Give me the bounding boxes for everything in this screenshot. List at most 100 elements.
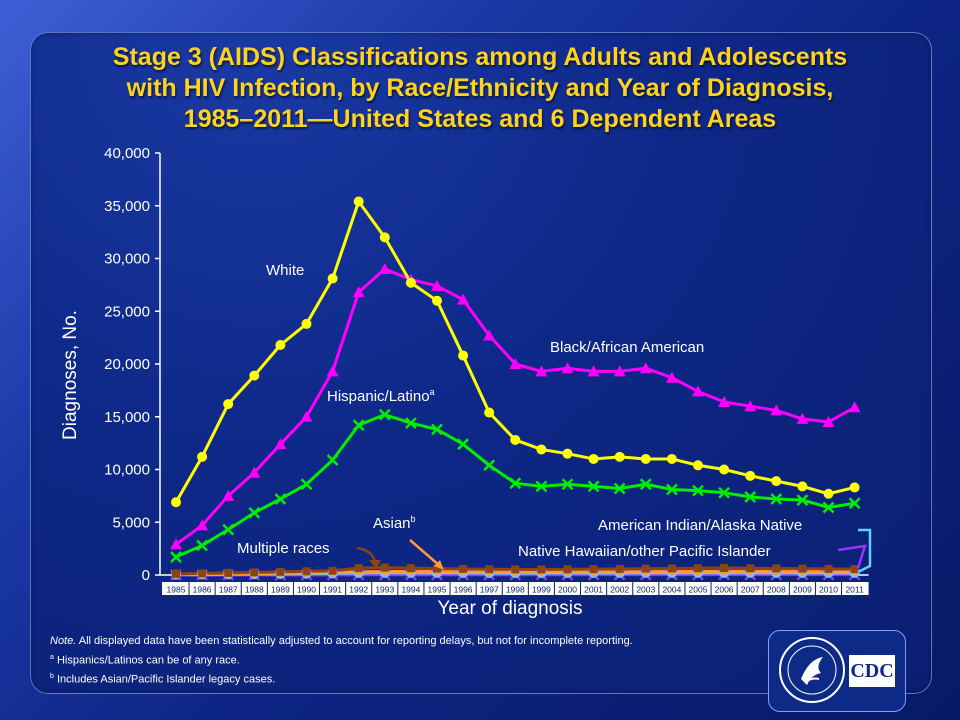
data-point-multiple bbox=[667, 564, 676, 573]
x-tick-label: 2008 bbox=[767, 585, 786, 595]
y-tick-label: 10,000 bbox=[104, 462, 150, 479]
footnote-b-mark: b bbox=[50, 672, 54, 680]
data-point-black bbox=[613, 365, 626, 377]
x-tick-label: 1997 bbox=[480, 585, 499, 595]
data-point-white bbox=[614, 451, 625, 462]
data-point-multiple bbox=[354, 564, 363, 573]
label-nhopi: Native Hawaiian/other Pacific Islander bbox=[518, 543, 771, 560]
data-point-white bbox=[275, 340, 286, 351]
x-axis-title: Year of diagnosis bbox=[437, 598, 582, 619]
data-point-black bbox=[665, 371, 678, 383]
data-point-white bbox=[771, 476, 782, 487]
data-point-black bbox=[796, 412, 809, 424]
data-point-black bbox=[222, 489, 235, 501]
data-point-black bbox=[196, 519, 209, 531]
x-tick-label-strip bbox=[162, 582, 869, 595]
footnote-a: a Hispanics/Latinos can be of any race. bbox=[50, 650, 633, 669]
label-black: Black/African American bbox=[550, 339, 704, 356]
cdc-logo: CDC bbox=[768, 630, 906, 712]
data-point-white bbox=[327, 273, 338, 284]
x-tick-label: 1996 bbox=[454, 585, 473, 595]
data-point-hispanic bbox=[613, 482, 626, 495]
data-point-black bbox=[587, 365, 600, 377]
label-hispanic-superscript: a bbox=[430, 387, 435, 397]
x-tick-label: 1999 bbox=[532, 585, 551, 595]
footnote-b-text: Includes Asian/Pacific Islander legacy c… bbox=[53, 673, 276, 686]
leader-asian bbox=[409, 539, 441, 567]
series-markers bbox=[170, 196, 861, 581]
data-point-hispanic bbox=[326, 454, 339, 466]
x-tick-label: 2011 bbox=[845, 585, 864, 595]
x-tick-label: 2002 bbox=[610, 585, 629, 595]
data-point-multiple bbox=[511, 565, 520, 574]
data-point-white bbox=[510, 434, 521, 445]
y-tick-label: 35,000 bbox=[104, 198, 150, 215]
data-point-black bbox=[378, 263, 391, 275]
x-tick-label: 1993 bbox=[375, 585, 394, 595]
data-point-multiple bbox=[459, 564, 468, 573]
data-point-black bbox=[248, 466, 261, 478]
data-point-hispanic bbox=[535, 480, 548, 493]
data-point-multiple bbox=[328, 566, 337, 575]
data-point-black bbox=[483, 329, 496, 341]
data-point-white bbox=[666, 453, 677, 464]
data-point-white bbox=[432, 295, 442, 306]
x-tick-label: 1986 bbox=[193, 585, 212, 595]
data-point-white bbox=[405, 277, 416, 288]
y-axis-title: Diagnoses, No. bbox=[60, 310, 81, 440]
y-tick-label: 0 bbox=[142, 567, 150, 584]
data-point-multiple bbox=[798, 564, 807, 573]
data-point-white bbox=[693, 460, 703, 471]
data-point-multiple bbox=[772, 564, 781, 573]
data-point-multiple bbox=[406, 564, 415, 573]
data-point-hispanic bbox=[431, 423, 443, 436]
data-point-multiple bbox=[615, 564, 624, 573]
data-point-multiple bbox=[302, 567, 311, 576]
x-tick-label: 1988 bbox=[245, 585, 264, 595]
data-point-black bbox=[170, 538, 182, 550]
x-tick-label: 2001 bbox=[584, 585, 603, 595]
data-point-multiple bbox=[224, 568, 233, 577]
chart-annotations: White Black/African American Hispanic/Lati… bbox=[237, 262, 872, 574]
note-text: All displayed data have been statistical… bbox=[76, 635, 633, 647]
data-point-multiple bbox=[641, 564, 650, 573]
label-multiple: Multiple races bbox=[237, 540, 330, 557]
data-point-white bbox=[379, 232, 390, 243]
data-point-black bbox=[718, 395, 731, 407]
data-point-black bbox=[692, 385, 704, 397]
data-point-black bbox=[431, 279, 443, 291]
leader-nhopi bbox=[837, 544, 867, 569]
data-point-hispanic bbox=[300, 478, 313, 491]
data-point-white bbox=[719, 464, 730, 475]
data-point-black bbox=[300, 410, 313, 422]
data-point-multiple bbox=[198, 569, 207, 578]
x-tick-label: 1987 bbox=[219, 585, 238, 595]
x-tick-label: 1992 bbox=[349, 585, 368, 595]
leader-aian bbox=[857, 528, 872, 574]
data-point-black bbox=[770, 404, 783, 416]
data-point-black bbox=[535, 365, 548, 377]
x-tick-label: 2000 bbox=[558, 585, 577, 595]
data-point-hispanic bbox=[744, 491, 757, 503]
footnote-a-text: Hispanics/Latinos can be of any race. bbox=[53, 654, 240, 667]
x-tick-label: 2006 bbox=[715, 585, 734, 595]
data-point-hispanic bbox=[274, 493, 287, 505]
footnotes: Note. All displayed data have been stati… bbox=[50, 634, 633, 688]
data-point-multiple bbox=[276, 567, 285, 576]
data-point-white bbox=[353, 196, 364, 207]
x-tick-label: 2009 bbox=[793, 585, 812, 595]
data-point-black bbox=[457, 293, 470, 305]
data-point-white bbox=[562, 448, 573, 459]
x-tick-label: 1998 bbox=[506, 585, 525, 595]
y-tick-label: 40,000 bbox=[104, 145, 150, 162]
data-point-multiple bbox=[380, 563, 389, 572]
footnote-a-mark: a bbox=[50, 653, 54, 661]
data-point-hispanic bbox=[718, 486, 730, 499]
data-point-black bbox=[509, 358, 522, 369]
leader-multiple bbox=[356, 546, 377, 563]
data-point-white bbox=[484, 407, 495, 418]
data-point-black bbox=[848, 401, 861, 413]
data-point-hispanic bbox=[848, 497, 861, 510]
y-tick-label: 20,000 bbox=[104, 356, 150, 373]
data-point-multiple bbox=[485, 565, 494, 574]
